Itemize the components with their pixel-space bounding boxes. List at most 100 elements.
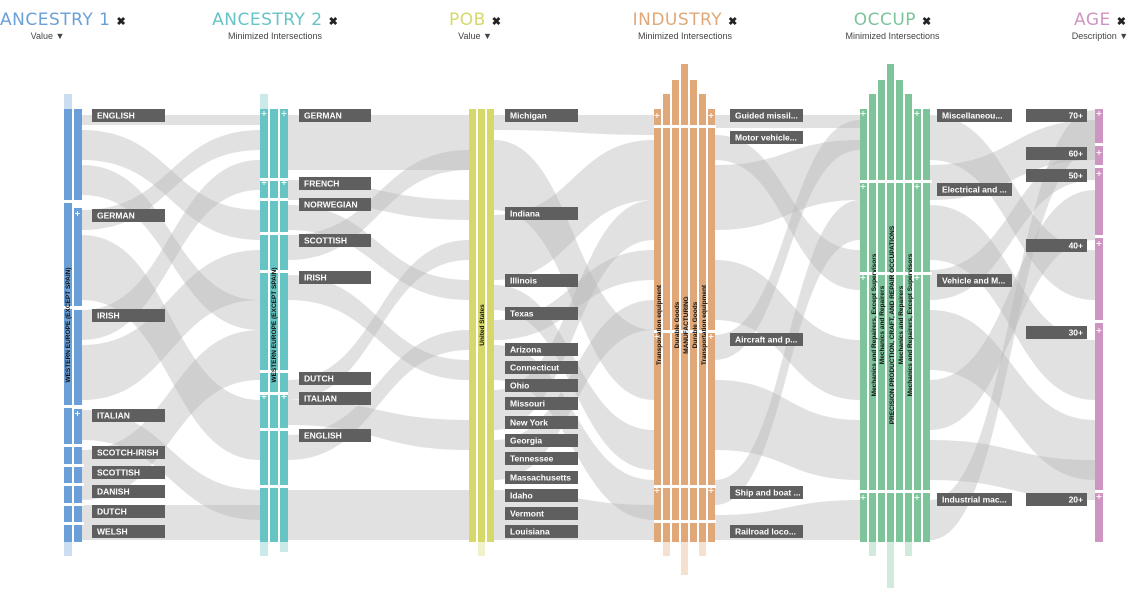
category-label-pob[interactable]: Michigan [510, 111, 547, 121]
column-title[interactable]: OCCUP [853, 10, 917, 30]
category-bar[interactable] [74, 486, 82, 503]
ribbon[interactable] [82, 130, 260, 240]
category-label-age[interactable]: 60+ [1069, 149, 1083, 159]
expand-icon[interactable]: + [914, 273, 921, 282]
sort-selector[interactable]: Value ▼ [458, 31, 492, 41]
category-label-ancestry2[interactable]: IRISH [304, 273, 327, 283]
category-label-box[interactable] [92, 209, 165, 222]
category-label-ancestry1[interactable]: IRISH [97, 311, 120, 321]
ribbon[interactable] [82, 160, 260, 340]
category-label-box[interactable] [1026, 109, 1087, 122]
expand-icon[interactable]: + [914, 182, 921, 191]
category-label-ancestry1[interactable]: WELSH [97, 527, 128, 537]
category-label-box[interactable] [937, 109, 1012, 122]
expand-icon[interactable]: + [261, 178, 268, 187]
category-bar[interactable] [478, 109, 485, 542]
expand-icon[interactable]: + [708, 486, 715, 495]
ribbon[interactable] [715, 260, 860, 400]
category-bar[interactable] [887, 64, 894, 542]
category-label-industry[interactable]: Motor vehicle... [735, 133, 797, 143]
category-bar[interactable] [280, 109, 288, 542]
category-label-occup[interactable]: Industrial mac... [942, 495, 1007, 505]
category-label-ancestry1[interactable]: ITALIAN [97, 411, 130, 421]
category-bar[interactable] [914, 109, 921, 542]
category-label-box[interactable] [730, 525, 803, 538]
ribbon[interactable] [930, 205, 1095, 400]
category-label-box[interactable] [299, 392, 371, 405]
category-bar[interactable] [905, 94, 912, 542]
column-title[interactable]: INDUSTRY [632, 10, 723, 30]
category-label-pob[interactable]: Texas [510, 309, 534, 319]
expand-icon[interactable]: + [1096, 239, 1103, 248]
category-label-ancestry1[interactable]: SCOTTISH [97, 468, 140, 478]
category-bar[interactable] [74, 525, 82, 542]
category-bar[interactable] [260, 542, 268, 556]
close-icon[interactable]: ✖ [922, 16, 932, 28]
category-bar[interactable] [74, 506, 82, 522]
expand-icon[interactable]: + [74, 409, 81, 418]
expand-icon[interactable]: + [1096, 492, 1103, 501]
category-label-box[interactable] [299, 177, 371, 190]
category-label-box[interactable] [92, 109, 165, 122]
sort-selector[interactable]: Minimized Intersections [845, 31, 940, 41]
expand-icon[interactable]: + [1096, 326, 1103, 335]
sort-selector[interactable]: Minimized Intersections [227, 31, 323, 41]
ribbon[interactable] [715, 120, 860, 360]
ribbon[interactable] [288, 115, 469, 170]
ribbon[interactable] [930, 110, 1095, 540]
category-label-box[interactable] [1026, 326, 1087, 339]
ribbon[interactable] [715, 135, 860, 290]
category-label-box[interactable] [299, 271, 371, 284]
column-title[interactable]: ANCESTRY 2 [212, 10, 323, 30]
category-label-pob[interactable]: Connecticut [510, 363, 559, 373]
ribbon[interactable] [288, 240, 469, 400]
category-label-box[interactable] [505, 489, 578, 502]
category-label-box[interactable] [1026, 239, 1087, 252]
category-label-ancestry2[interactable]: NORWEGIAN [304, 200, 358, 210]
category-bar[interactable] [74, 208, 82, 306]
ribbon[interactable] [715, 200, 860, 505]
category-label-pob[interactable]: Tennessee [510, 454, 554, 464]
category-bar[interactable] [64, 109, 72, 542]
ribbon[interactable] [930, 310, 1095, 480]
category-label-box[interactable] [505, 343, 578, 356]
ribbon[interactable] [715, 140, 860, 230]
category-label-pob[interactable]: Louisiana [510, 527, 550, 537]
close-icon[interactable]: ✖ [491, 16, 501, 28]
category-label-pob[interactable]: Indiana [510, 209, 540, 219]
category-label-occup[interactable]: Vehicle and M... [942, 276, 1005, 286]
category-label-pob[interactable]: Idaho [510, 491, 533, 501]
ribbon[interactable] [288, 275, 469, 380]
ribbon[interactable] [930, 150, 1095, 300]
category-label-pob[interactable]: Missouri [510, 399, 545, 409]
category-label-ancestry1[interactable]: SCOTCH-IRISH [97, 448, 158, 458]
category-label-box[interactable] [505, 109, 578, 122]
category-label-box[interactable] [1026, 169, 1087, 182]
category-bar[interactable] [887, 542, 894, 588]
expand-icon[interactable]: + [1096, 148, 1103, 157]
category-bar[interactable] [681, 542, 688, 575]
expand-icon[interactable]: + [654, 332, 661, 341]
category-bar[interactable] [878, 80, 885, 542]
category-label-box[interactable] [299, 198, 371, 211]
category-label-box[interactable] [1026, 147, 1087, 160]
ribbon[interactable] [288, 150, 469, 260]
category-label-box[interactable] [92, 466, 165, 479]
category-bar[interactable] [681, 64, 688, 542]
ribbon[interactable] [930, 115, 1095, 300]
category-bar[interactable] [672, 80, 679, 542]
category-bar[interactable] [860, 109, 867, 542]
category-bar[interactable] [896, 80, 903, 542]
category-label-box[interactable] [730, 131, 803, 144]
category-bar[interactable] [74, 467, 82, 483]
expand-icon[interactable]: + [708, 111, 715, 120]
close-icon[interactable]: ✖ [328, 16, 338, 28]
expand-icon[interactable]: + [860, 273, 867, 282]
expand-icon[interactable]: + [914, 109, 921, 118]
category-bar[interactable] [74, 447, 82, 464]
expand-icon[interactable]: + [654, 111, 661, 120]
category-bar[interactable] [260, 94, 268, 109]
expand-icon[interactable]: + [1096, 109, 1103, 118]
category-bar[interactable] [469, 109, 476, 542]
close-icon[interactable]: ✖ [116, 16, 126, 28]
